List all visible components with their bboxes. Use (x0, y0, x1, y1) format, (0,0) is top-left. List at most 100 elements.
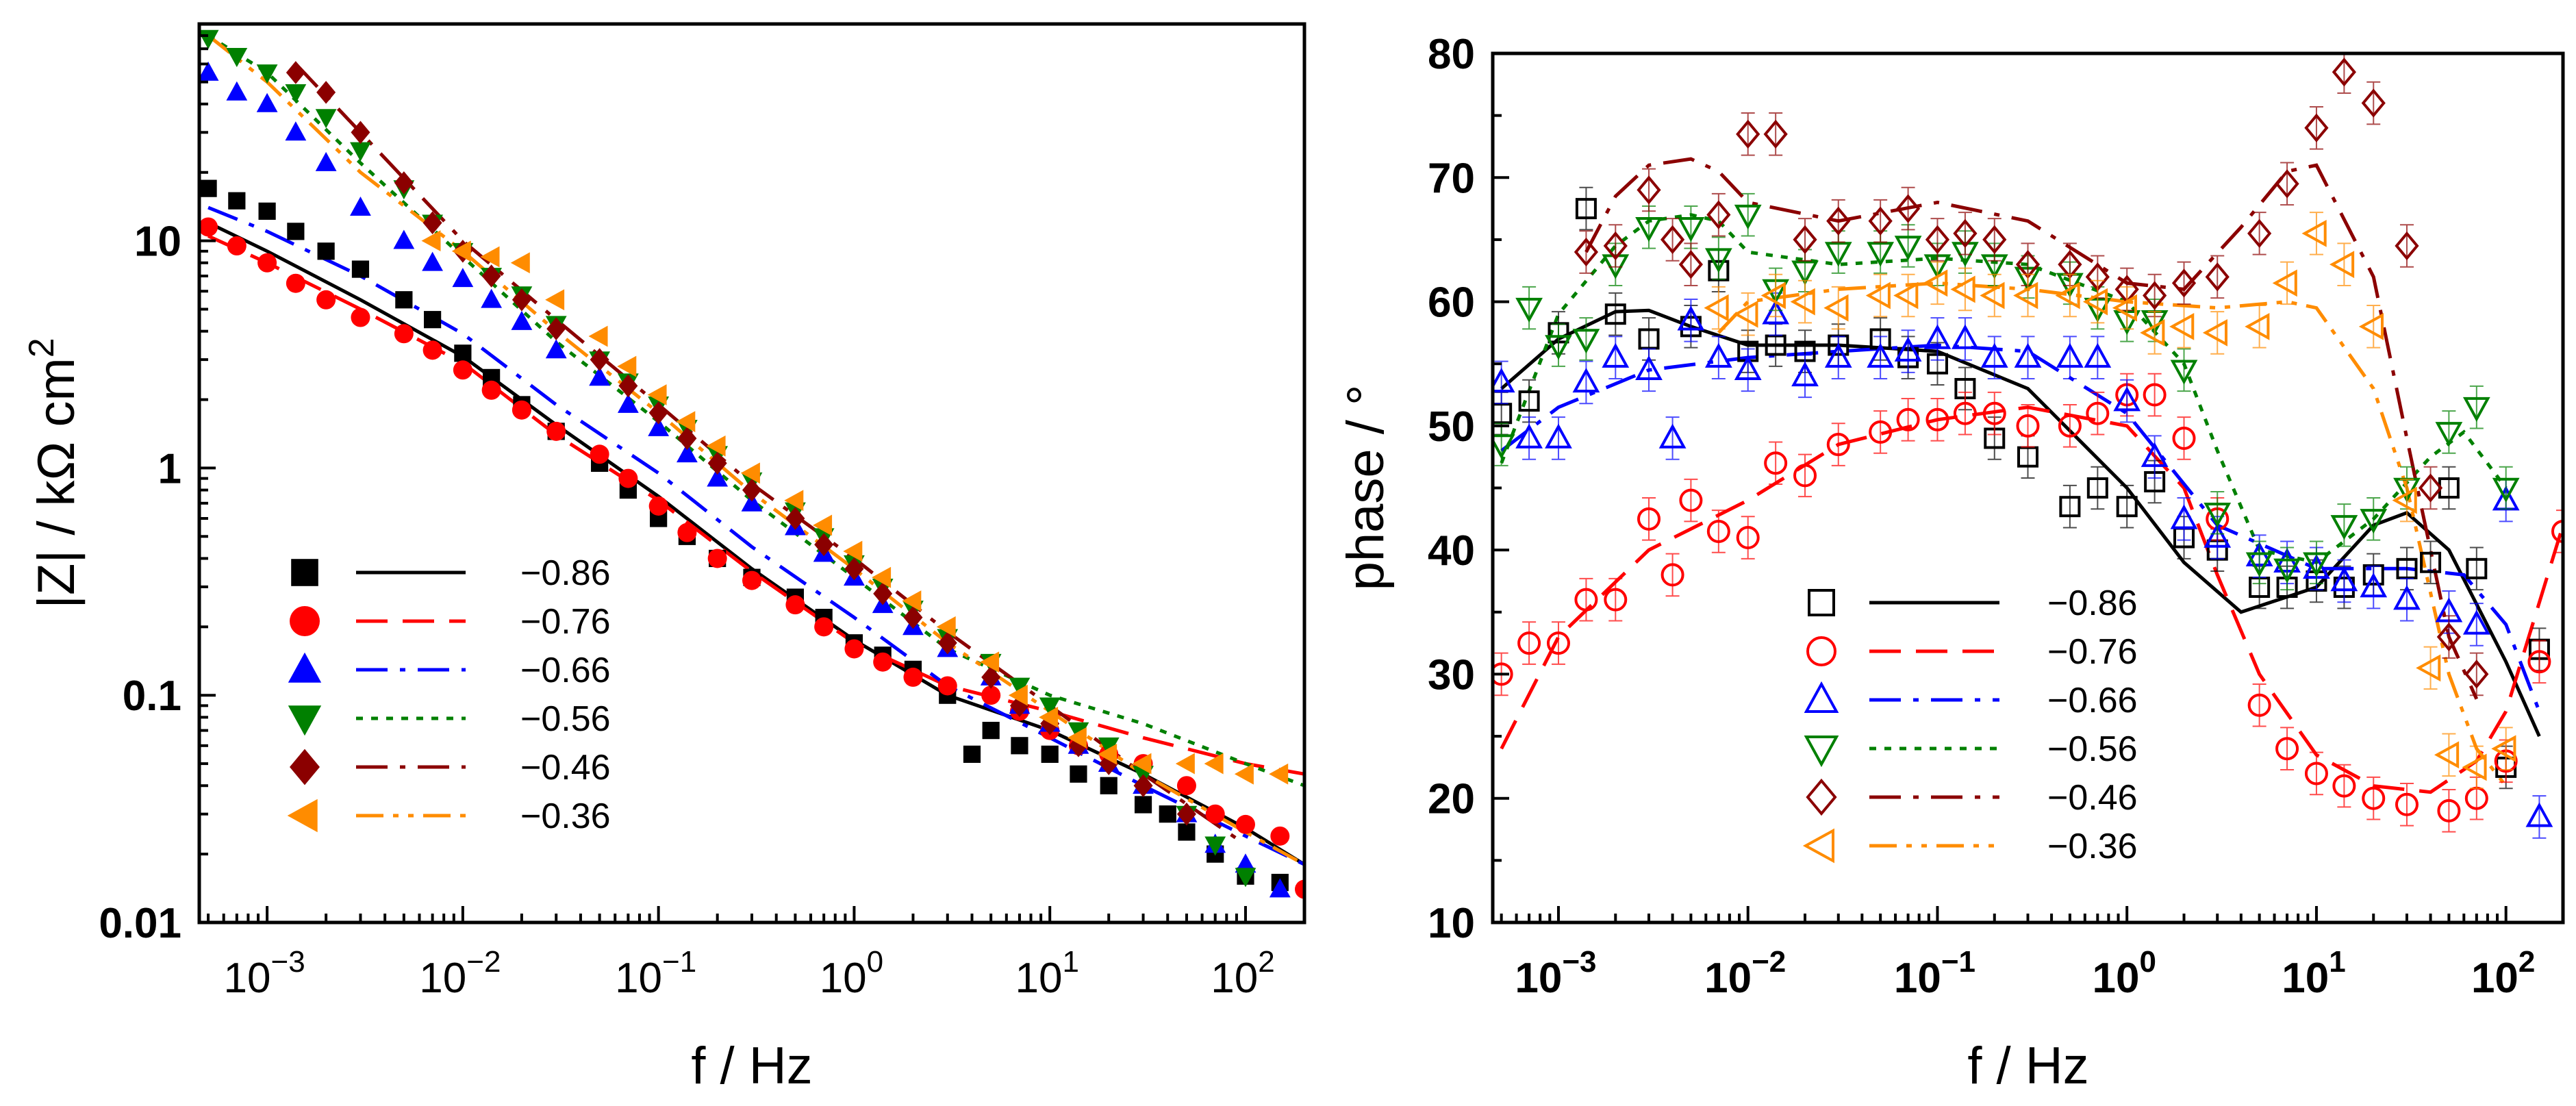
error-bar (2499, 727, 2513, 770)
data-point (1269, 878, 1291, 898)
data-point (2017, 446, 2038, 468)
error-bar (2366, 497, 2381, 541)
data-point (1896, 407, 1920, 431)
data-point (1894, 336, 1922, 362)
y-tick-label: 1 (158, 445, 181, 492)
error-bar (2556, 510, 2563, 553)
data-point (286, 61, 305, 84)
error-bar (2062, 404, 2077, 448)
data-point (1545, 423, 1572, 449)
data-point (1572, 329, 1600, 354)
error-bar (2177, 416, 2191, 460)
data-point (1765, 334, 1786, 356)
data-point (937, 676, 957, 696)
error-bar (1987, 391, 2002, 436)
data-point (2014, 342, 2042, 368)
error-bar (2021, 336, 2035, 379)
data-point (2329, 251, 2355, 279)
error-bar (2469, 603, 2484, 646)
data-point (1706, 200, 1731, 229)
data-point (1493, 662, 1513, 686)
data-point (981, 686, 1001, 705)
data-point (453, 360, 472, 380)
data-point (2170, 360, 2198, 385)
error-bar (1522, 416, 1537, 460)
error-bar (2252, 212, 2266, 255)
error-bar (1987, 273, 2002, 318)
data-point (228, 192, 246, 210)
data-point (2058, 414, 2082, 438)
error-bar (2469, 385, 2484, 429)
data-point (2418, 473, 2443, 503)
data-point (981, 666, 1001, 689)
error-bar (1930, 397, 1945, 442)
error-bar (1579, 577, 1593, 622)
error-bar (1642, 497, 1656, 541)
error-bar (1551, 621, 1565, 665)
error-bar (1958, 317, 1972, 361)
data-point (2304, 113, 2329, 142)
y-tick-label: 10 (1428, 900, 1475, 947)
data-point (2202, 319, 2227, 347)
data-point (422, 251, 444, 271)
data-point (2204, 523, 2232, 548)
fit-line-1-1 (1500, 405, 2563, 794)
data-point (481, 264, 501, 288)
data-point (2396, 557, 2418, 579)
fit-line-0-5 (207, 34, 1304, 866)
data-point (1894, 236, 1922, 261)
data-point (424, 311, 442, 329)
data-point (2245, 312, 2270, 340)
data-point (1706, 519, 1730, 543)
data-point (512, 400, 531, 420)
data-point (1132, 753, 1152, 775)
data-point (285, 84, 307, 103)
magnitude-legend: −0.86 −0.76 −0.66 −0.56 −0.46 −0.36 (287, 553, 611, 836)
data-point (2016, 414, 2040, 438)
data-point (1791, 361, 1819, 387)
data-point (287, 223, 305, 240)
data-point (2304, 762, 2328, 785)
error-bar (1901, 397, 1915, 442)
data-point (1176, 776, 1196, 796)
error-bar (1579, 230, 1593, 274)
error-bar (2532, 795, 2547, 839)
data-point (2395, 792, 2419, 816)
y-tick-label: 30 (1428, 651, 1475, 699)
data-point (814, 533, 834, 557)
phase-y-tick-labels: 10 20 30 40 50 60 70 80 (1428, 31, 1475, 947)
data-point (2491, 735, 2516, 763)
error-bar (1684, 205, 1698, 249)
error-bar (2062, 273, 2077, 318)
data-point (2245, 552, 2273, 577)
data-point (707, 467, 729, 487)
data-point (707, 549, 727, 568)
error-bar (2280, 727, 2295, 770)
data-point (2273, 558, 2301, 583)
error-bar (2120, 484, 2134, 529)
data-point (2086, 477, 2108, 499)
error-bar (1684, 242, 1698, 286)
data-point (618, 468, 638, 488)
data-point (1234, 763, 1254, 785)
data-point (1134, 796, 1152, 814)
data-point (1736, 526, 1760, 550)
data-point (936, 616, 956, 638)
error-bar (2337, 242, 2351, 286)
error-bar (1958, 212, 1972, 255)
data-point (1039, 697, 1061, 717)
fit-line-1-5 (1717, 281, 2508, 788)
data-point (481, 288, 503, 308)
data-point (2361, 88, 2386, 118)
data-point (1704, 294, 1729, 322)
data-point (510, 252, 530, 274)
error-bar (1930, 261, 1945, 305)
phase-ticks (1493, 52, 2564, 924)
data-point (2466, 557, 2488, 579)
error-bar (2147, 373, 2162, 417)
data-point (1925, 225, 1950, 255)
error-bar (1901, 273, 1915, 318)
data-point (2434, 741, 2460, 769)
data-point (545, 339, 567, 359)
data-point (937, 631, 957, 655)
